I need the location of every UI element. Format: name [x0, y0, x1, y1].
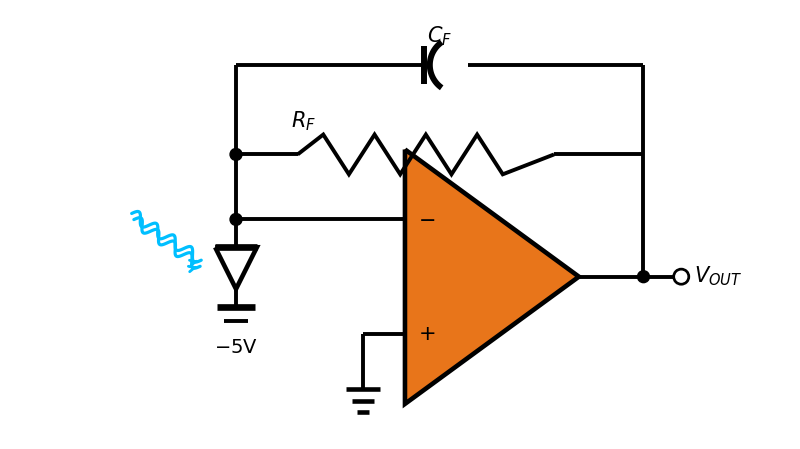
Circle shape — [676, 271, 686, 282]
Text: $-5\mathrm{V}$: $-5\mathrm{V}$ — [214, 338, 258, 357]
Circle shape — [230, 149, 242, 160]
Text: $-$: $-$ — [418, 209, 435, 229]
Text: $+$: $+$ — [418, 324, 435, 344]
Circle shape — [638, 271, 650, 282]
Circle shape — [230, 213, 242, 225]
Polygon shape — [405, 150, 579, 404]
Text: $V_{OUT}$: $V_{OUT}$ — [694, 265, 742, 288]
Text: $R_F$: $R_F$ — [290, 109, 316, 132]
Text: $C_F$: $C_F$ — [427, 25, 452, 48]
